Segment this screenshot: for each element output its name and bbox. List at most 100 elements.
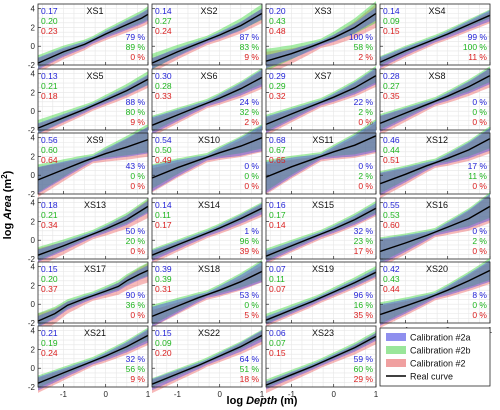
panel-xs16: XS16 0.550.530.60 0 %2 %0 %	[379, 192, 491, 268]
y-tick-label: 0	[31, 300, 36, 309]
percent-value-2a: 90 %	[126, 290, 146, 300]
band-calibration-2	[38, 127, 148, 198]
y-tick-label: 2	[31, 217, 36, 226]
x-tick-label: 0	[103, 390, 108, 399]
band-calibration-2a	[266, 268, 376, 325]
y-tick-label: 4	[31, 327, 36, 336]
percent-value-2: 0 %	[472, 310, 487, 320]
percent-value-2b: 0 %	[130, 171, 145, 181]
percent-value-2a: 0 %	[472, 97, 487, 107]
percent-value-2: 2 %	[358, 52, 373, 62]
percent-value-2b: 0 %	[244, 171, 259, 181]
band-calibration-2a	[38, 200, 148, 262]
panel-title: XS18	[198, 264, 220, 274]
band-calibration-2b	[38, 327, 148, 389]
error-value-2b: 0.09	[155, 338, 172, 348]
error-value-2b: 0.21	[41, 210, 58, 220]
error-value-2: 0.60	[383, 220, 400, 230]
panel-title: XS19	[312, 264, 334, 274]
percent-value-2a: 59 %	[354, 354, 374, 364]
panel-background	[380, 262, 490, 323]
panel-title: XS22	[198, 328, 220, 338]
y-tick-label: 2	[31, 23, 36, 32]
error-value-2b: 0.21	[41, 81, 58, 91]
real-curve-line	[151, 12, 263, 64]
legend-swatch	[386, 333, 406, 341]
panel-frame	[379, 3, 491, 66]
percent-value-2a: 96 %	[354, 290, 374, 300]
percent-value-2b: 0 %	[244, 300, 259, 310]
percent-value-2a: 0 %	[244, 161, 259, 171]
percent-value-2b: 96 %	[240, 236, 260, 246]
band-calibration-2	[38, 9, 148, 73]
real-curve-line	[37, 334, 149, 384]
panel-background	[152, 198, 262, 259]
band-calibration-2b	[38, 262, 148, 327]
error-value-2b: 0.20	[41, 16, 58, 26]
percent-value-2a: 99 %	[468, 32, 488, 42]
error-value-2a: 0.14	[383, 6, 400, 16]
real-curve-line	[379, 137, 491, 185]
panel-xs2: XS2 0.140.270.24 87 %83 %9 %	[151, 3, 263, 73]
band-calibration-2	[266, 3, 376, 76]
y-tick-label: -2	[28, 255, 36, 264]
band-calibration-2a	[38, 329, 148, 391]
panel-xs5: -2 0 2 4 XS5 0.130.210.18 88 %80 %9 %	[28, 68, 149, 137]
band-calibration-2	[380, 12, 490, 71]
real-curve-line	[151, 270, 263, 318]
error-value-2a: 0.55	[383, 200, 400, 210]
error-value-2: 0.24	[41, 348, 58, 358]
percent-value-2b: 0 %	[472, 107, 487, 117]
real-curve-line	[265, 207, 377, 257]
error-value-2a: 0.68	[269, 135, 286, 145]
band-calibration-2a	[38, 74, 148, 134]
x-tick-label: 1	[260, 390, 265, 399]
panel-frame	[265, 68, 377, 131]
error-value-2: 0.44	[383, 284, 400, 294]
percent-value-2: 9 %	[130, 374, 145, 384]
error-value-2b: 0.28	[155, 81, 172, 91]
percent-value-2b: 60 %	[354, 364, 374, 374]
percent-value-2a: 0 %	[358, 161, 373, 171]
band-calibration-2a	[380, 260, 490, 326]
panel-title: XS7	[314, 71, 331, 81]
percent-value-2b: 0 %	[472, 300, 487, 310]
band-calibration-2b	[152, 68, 262, 132]
band-calibration-2a	[380, 127, 490, 196]
panel-frame	[151, 132, 263, 195]
real-curve-line	[379, 205, 491, 253]
band-calibration-2	[38, 263, 148, 334]
panel-frame	[37, 197, 149, 260]
panel-title: XS6	[200, 71, 217, 81]
real-curve-line	[151, 137, 263, 179]
percent-value-2a: 53 %	[240, 290, 260, 300]
band-calibration-2	[380, 194, 490, 268]
percent-value-2: 39 %	[240, 246, 260, 256]
error-value-2: 0.49	[155, 155, 172, 165]
error-value-2b: 0.43	[269, 16, 286, 26]
panel-background	[266, 69, 376, 130]
legend-label: Calibration #2b	[410, 346, 471, 356]
percent-value-2: 0 %	[472, 181, 487, 191]
percent-value-2b: 58 %	[354, 42, 374, 52]
error-value-2b: 0.09	[383, 16, 400, 26]
error-value-2b: 0.11	[155, 210, 171, 220]
band-calibration-2	[152, 265, 262, 328]
error-value-2a: 0.14	[155, 6, 172, 16]
percent-value-2: 0 %	[244, 181, 259, 191]
band-calibration-2b	[266, 200, 376, 261]
percent-value-2: 5 %	[244, 310, 259, 320]
panel-title: XS14	[198, 200, 220, 210]
percent-value-2a: 87 %	[240, 32, 260, 42]
error-value-2: 0.18	[41, 91, 58, 101]
band-calibration-2a	[380, 193, 490, 266]
band-calibration-2b	[38, 71, 148, 134]
panel-frame	[379, 261, 491, 324]
percent-value-2: 0 %	[358, 181, 373, 191]
x-tick-label: 0	[331, 390, 336, 399]
panel-xs4: XS4 0.140.090.15 99 %100 %11 %	[379, 3, 491, 71]
error-value-2a: 0.16	[269, 200, 286, 210]
